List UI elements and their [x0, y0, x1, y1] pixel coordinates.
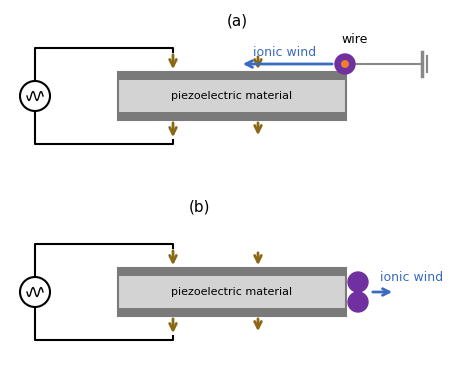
Circle shape [348, 272, 368, 292]
Bar [118, 72, 346, 80]
Bar [118, 112, 346, 120]
Text: wire: wire [342, 33, 368, 46]
Bar [118, 72, 346, 120]
Circle shape [348, 292, 368, 312]
Text: ionic wind: ionic wind [380, 271, 443, 284]
Text: piezoelectric material: piezoelectric material [172, 287, 292, 297]
Circle shape [335, 54, 355, 74]
Text: ionic wind: ionic wind [254, 46, 317, 59]
Bar [118, 308, 346, 316]
Bar [118, 276, 346, 308]
Text: piezoelectric material: piezoelectric material [172, 91, 292, 101]
Circle shape [20, 81, 50, 111]
Text: (a): (a) [227, 14, 247, 29]
Bar [118, 268, 346, 316]
Bar [118, 80, 346, 112]
Circle shape [341, 60, 349, 68]
Text: (b): (b) [189, 200, 211, 215]
Bar [118, 268, 346, 276]
Circle shape [20, 277, 50, 307]
